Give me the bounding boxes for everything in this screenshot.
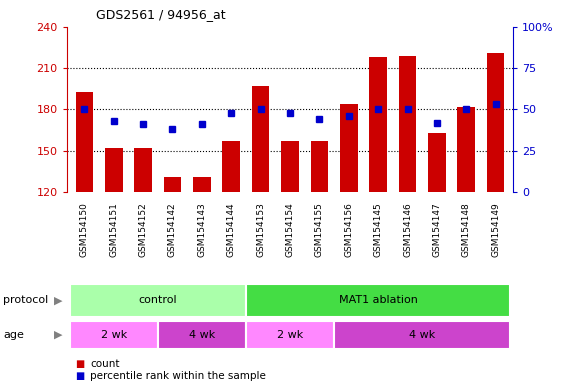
Bar [246,321,334,349]
Bar [135,148,152,192]
Bar [70,284,246,317]
Text: 4 wk: 4 wk [409,330,436,340]
Bar [105,148,122,192]
Text: GSM154152: GSM154152 [139,203,147,257]
Text: GSM154147: GSM154147 [433,203,441,257]
Bar [340,104,358,192]
Text: ▶: ▶ [54,330,63,340]
Bar [310,141,328,192]
Bar [428,133,445,192]
Text: percentile rank within the sample: percentile rank within the sample [90,371,266,381]
Bar [487,53,505,192]
Text: GSM154154: GSM154154 [285,203,295,257]
Bar [369,57,387,192]
Text: GSM154156: GSM154156 [345,203,353,258]
Text: GSM154143: GSM154143 [197,203,206,257]
Text: ■: ■ [75,359,85,369]
Text: MAT1 ablation: MAT1 ablation [339,295,418,306]
Text: count: count [90,359,119,369]
Text: control: control [139,295,177,306]
Bar [193,177,211,192]
Text: GSM154142: GSM154142 [168,203,177,257]
Text: GSM154153: GSM154153 [256,203,265,258]
Text: GDS2561 / 94956_at: GDS2561 / 94956_at [96,8,225,21]
Bar [222,141,240,192]
Text: protocol: protocol [3,295,48,305]
Text: 2 wk: 2 wk [100,330,127,340]
Bar [164,177,182,192]
Bar [158,321,246,349]
Bar [398,56,416,192]
Text: GSM154144: GSM154144 [227,203,235,257]
Bar [70,321,158,349]
Text: 2 wk: 2 wk [277,330,303,340]
Text: 4 wk: 4 wk [188,330,215,340]
Text: GSM154145: GSM154145 [374,203,383,257]
Text: GSM154149: GSM154149 [491,203,500,257]
Bar [458,107,475,192]
Bar [334,321,510,349]
Bar [246,284,510,317]
Bar [281,141,299,192]
Bar [75,91,93,192]
Text: GSM154148: GSM154148 [462,203,471,257]
Text: ▶: ▶ [54,295,63,305]
Text: ■: ■ [75,371,85,381]
Text: GSM154146: GSM154146 [403,203,412,257]
Text: GSM154151: GSM154151 [109,203,118,258]
Text: GSM154155: GSM154155 [315,203,324,258]
Bar [252,86,270,192]
Text: GSM154150: GSM154150 [80,203,89,258]
Text: age: age [3,330,24,340]
